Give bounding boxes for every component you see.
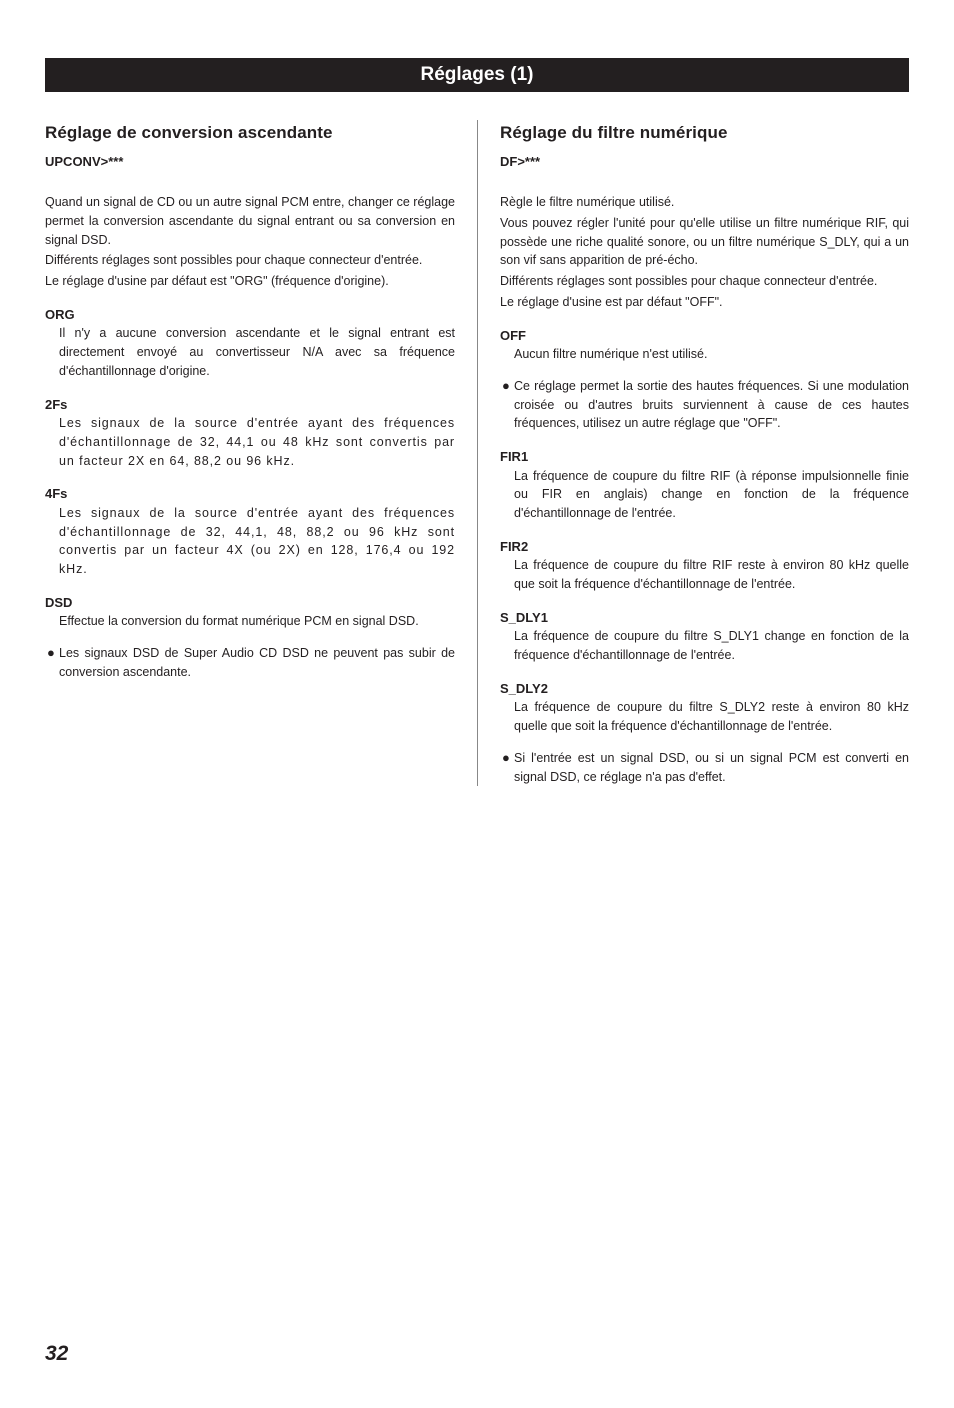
left-intro-1: Différents réglages sont possibles pour … xyxy=(45,251,455,270)
bullet-icon: ● xyxy=(47,644,59,682)
right-bullet1-text: Ce réglage permet la sortie des hautes f… xyxy=(514,377,909,433)
right-subcode: DF>*** xyxy=(500,152,909,172)
right-term-1: FIR2 xyxy=(500,537,909,557)
left-def-2-text: Les signaux de la source d'entrée ayant … xyxy=(59,506,455,576)
right-def-1: La fréquence de coupure du filtre RIF re… xyxy=(500,556,909,594)
right-def-off: Aucun filtre numérique n'est utilisé. xyxy=(500,345,909,364)
left-def-2: Les signaux de la source d'entrée ayant … xyxy=(45,504,455,579)
page-number: 32 xyxy=(45,1342,68,1366)
right-term-3: S_DLY2 xyxy=(500,679,909,699)
left-intro-2: Le réglage d'usine par défaut est "ORG" … xyxy=(45,272,455,291)
left-def-3: Effectue la conversion du format numériq… xyxy=(45,612,455,631)
right-intro-0: Règle le filtre numérique utilisé. xyxy=(500,193,909,212)
right-section-title: Réglage du filtre numérique xyxy=(500,120,909,146)
right-intro-3: Le réglage d'usine est par défaut "OFF". xyxy=(500,293,909,312)
page-header: Réglages (1) xyxy=(45,58,909,92)
header-title: Réglages (1) xyxy=(421,64,534,85)
right-term-off: OFF xyxy=(500,326,909,346)
right-def-2: La fréquence de coupure du filtre S_DLY1… xyxy=(500,627,909,665)
left-intro-0: Quand un signal de CD ou un autre signal… xyxy=(45,193,455,249)
left-term-1: 2Fs xyxy=(45,395,455,415)
left-term-3: DSD xyxy=(45,593,455,613)
right-bullet-2: ● Si l'entrée est un signal DSD, ou si u… xyxy=(500,749,909,787)
right-intro-1: Vous pouvez régler l'unité pour qu'elle … xyxy=(500,214,909,270)
right-bullet-1: ● Ce réglage permet la sortie des hautes… xyxy=(500,377,909,433)
left-subcode: UPCONV>*** xyxy=(45,152,455,172)
left-def-1-text: Les signaux de la source d'entrée ayant … xyxy=(59,416,455,468)
right-intro-2: Différents réglages sont possibles pour … xyxy=(500,272,909,291)
left-def-1: Les signaux de la source d'entrée ayant … xyxy=(45,414,455,470)
right-bullet2-text: Si l'entrée est un signal DSD, ou si un … xyxy=(514,749,909,787)
bullet-icon: ● xyxy=(502,749,514,787)
right-def-0: La fréquence de coupure du filtre RIF (à… xyxy=(500,467,909,523)
left-term-0: ORG xyxy=(45,305,455,325)
left-def-0: Il n'y a aucune conversion ascendante et… xyxy=(45,324,455,380)
right-term-0: FIR1 xyxy=(500,447,909,467)
right-column: Réglage du filtre numérique DF>*** Règle… xyxy=(477,120,909,786)
right-def-3: La fréquence de coupure du filtre S_DLY2… xyxy=(500,698,909,736)
right-term-2: S_DLY1 xyxy=(500,608,909,628)
left-bullet: ● Les signaux DSD de Super Audio CD DSD … xyxy=(45,644,455,682)
left-column: Réglage de conversion ascendante UPCONV>… xyxy=(45,120,477,786)
left-section-title: Réglage de conversion ascendante xyxy=(45,120,455,146)
bullet-icon: ● xyxy=(502,377,514,433)
content-area: Réglage de conversion ascendante UPCONV>… xyxy=(0,92,954,786)
left-bullet-text: Les signaux DSD de Super Audio CD DSD ne… xyxy=(59,644,455,682)
left-term-2: 4Fs xyxy=(45,484,455,504)
